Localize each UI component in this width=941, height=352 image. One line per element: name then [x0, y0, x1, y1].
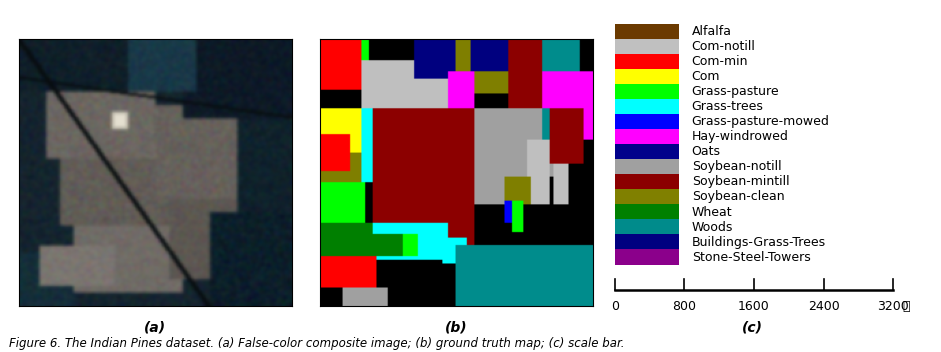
Text: Alfalfa: Alfalfa [692, 25, 732, 38]
Text: Grass-pasture-mowed: Grass-pasture-mowed [692, 115, 830, 128]
Bar [614, 129, 678, 145]
Bar [614, 189, 678, 205]
Bar [614, 54, 678, 69]
Bar [614, 39, 678, 55]
Text: Soybean-clean: Soybean-clean [692, 190, 784, 203]
Text: Grass-trees: Grass-trees [692, 100, 763, 113]
Text: Soybean-mintill: Soybean-mintill [692, 175, 789, 188]
Text: Stone-Steel-Towers: Stone-Steel-Towers [692, 251, 810, 264]
Bar [614, 234, 678, 250]
Text: (a): (a) [144, 320, 167, 334]
Bar [614, 84, 678, 100]
Bar [614, 219, 678, 235]
Bar [614, 24, 678, 39]
Text: Soybean-notill: Soybean-notill [692, 161, 781, 174]
Text: Com-notill: Com-notill [692, 40, 756, 53]
Text: Figure 6. The Indian Pines dataset. (a) False-color composite image; (b) ground : Figure 6. The Indian Pines dataset. (a) … [9, 337, 625, 350]
Bar [614, 144, 678, 160]
Text: Hay-windrowed: Hay-windrowed [692, 130, 789, 143]
Bar [614, 99, 678, 115]
Bar [614, 249, 678, 265]
Bar [614, 159, 678, 175]
Text: Com-min: Com-min [692, 55, 748, 68]
Text: Buildings-Grass-Trees: Buildings-Grass-Trees [692, 235, 826, 249]
Text: Woods: Woods [692, 221, 733, 234]
Bar [614, 204, 678, 220]
Text: Grass-pasture: Grass-pasture [692, 85, 779, 98]
Text: (c): (c) [742, 320, 763, 334]
Text: (b): (b) [445, 320, 468, 334]
Text: Oats: Oats [692, 145, 721, 158]
Text: 800: 800 [673, 300, 696, 313]
Text: 1600: 1600 [738, 300, 770, 313]
Bar [614, 114, 678, 130]
Bar [614, 174, 678, 190]
Text: Wheat: Wheat [692, 206, 732, 219]
Text: Com: Com [692, 70, 720, 83]
Text: 3200: 3200 [877, 300, 909, 313]
Text: 2400: 2400 [807, 300, 839, 313]
Text: 0: 0 [611, 300, 619, 313]
Bar [614, 69, 678, 84]
Text: 米: 米 [902, 300, 910, 313]
